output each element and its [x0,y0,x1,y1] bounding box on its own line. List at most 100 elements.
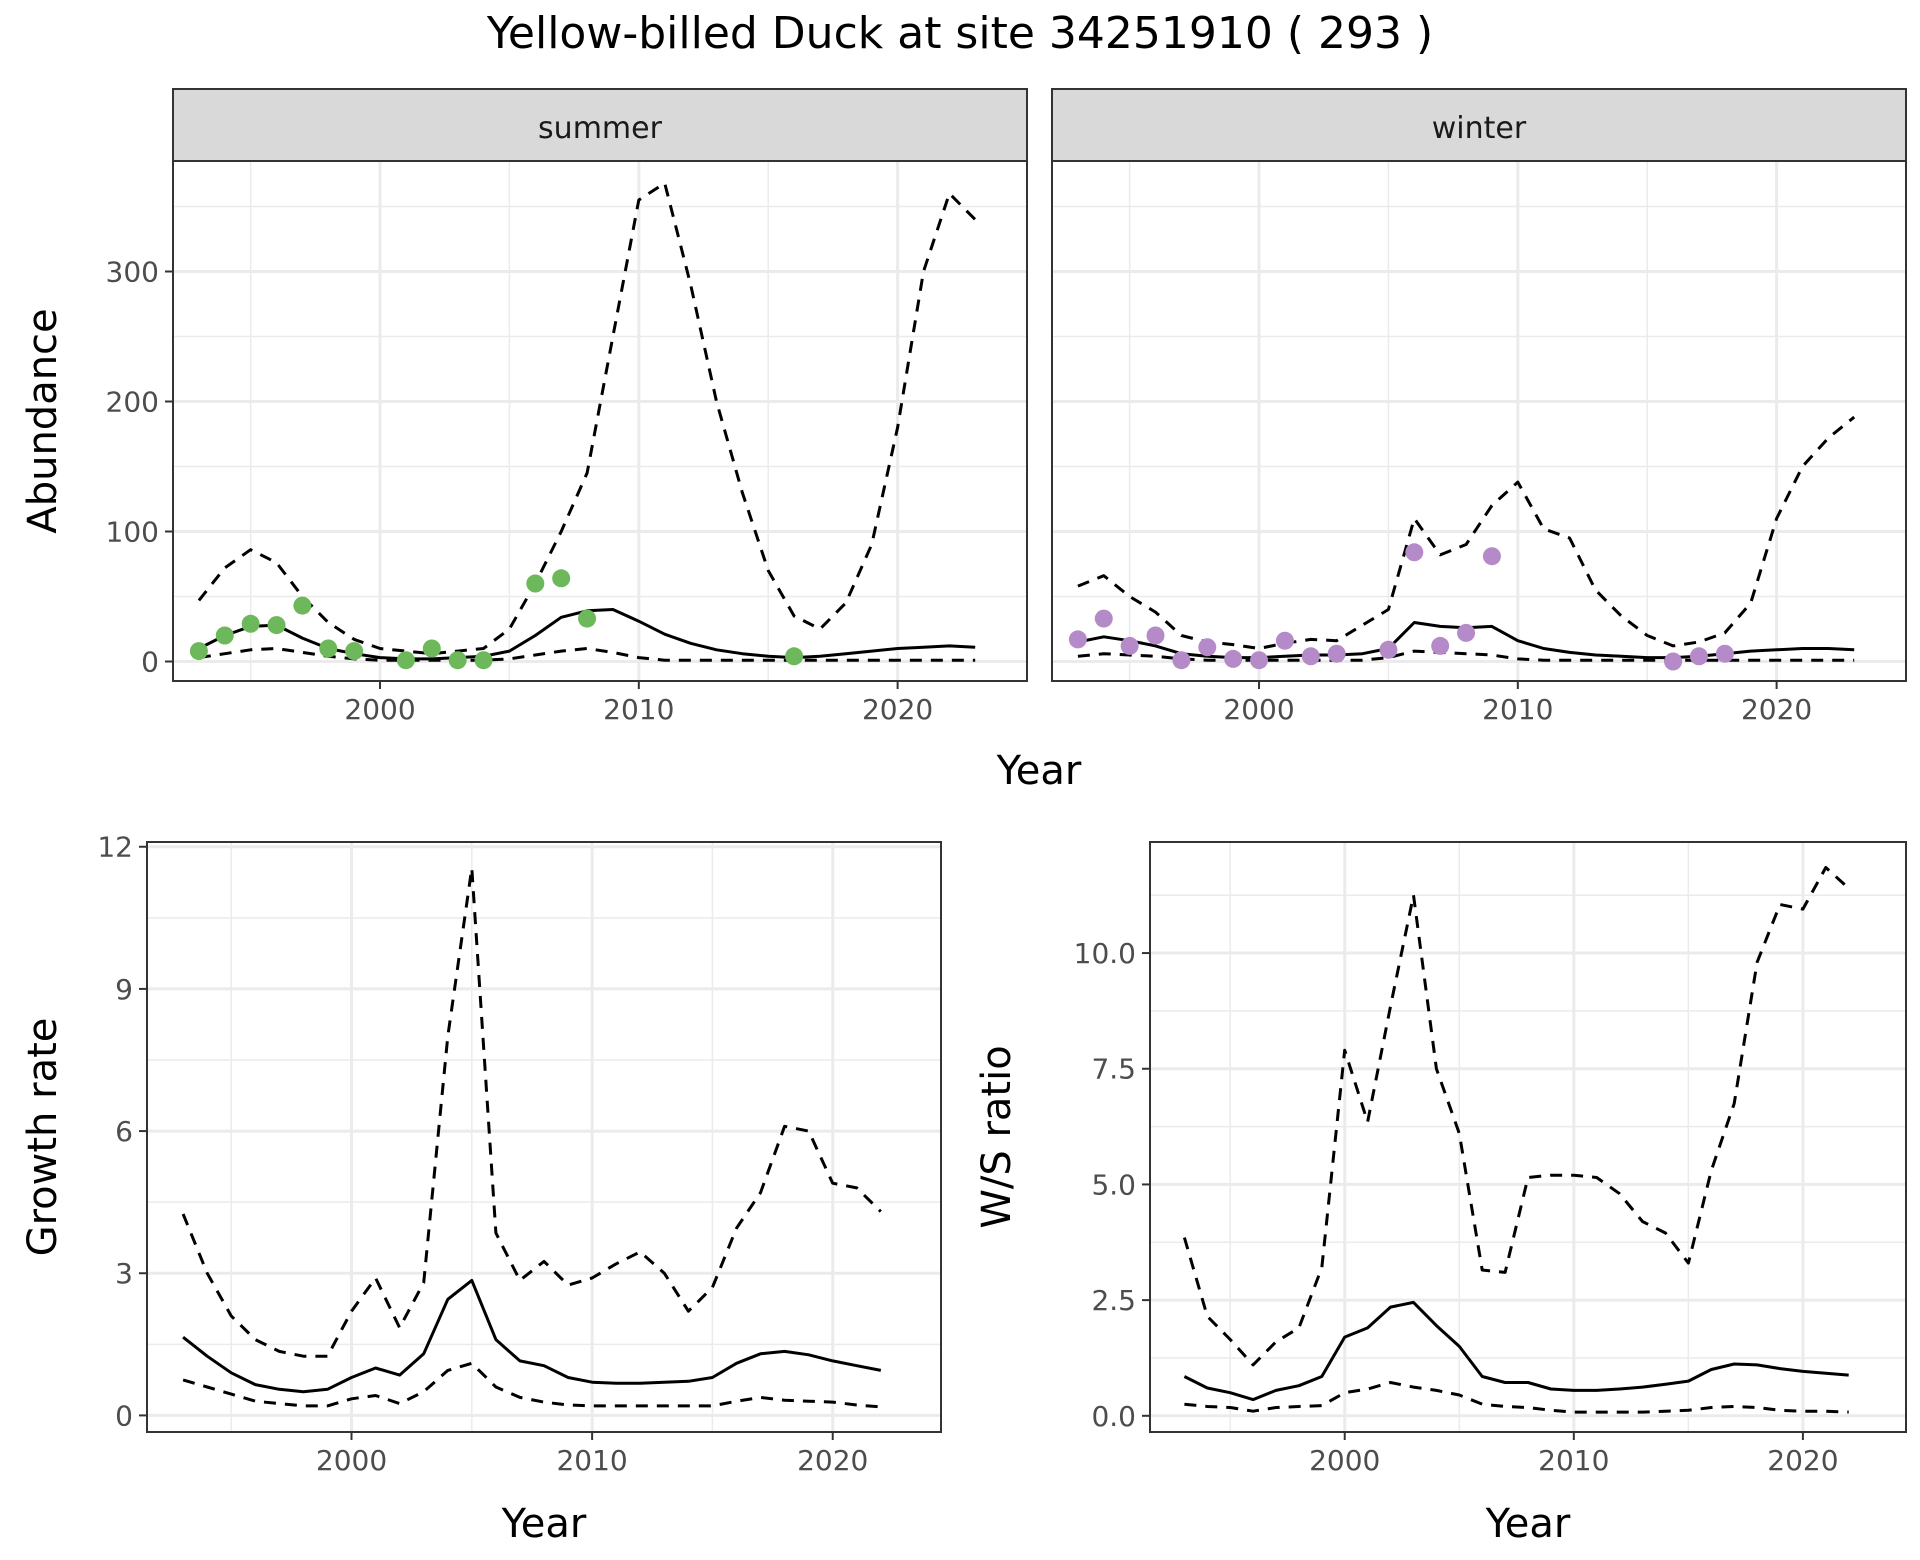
y-tick-label: 200 [106,386,159,419]
summer-gridlines [173,161,1028,681]
abundance-x-axis-label: Year [996,748,1082,794]
y-tick-label: 12 [97,831,133,864]
winter-observed-point [1275,631,1294,650]
summer-observed-point [448,651,467,670]
growth-panel-border [146,841,942,1433]
x-tick-label: 2020 [1741,693,1812,726]
summer-observed-point [396,651,415,670]
winter-panel-border [1051,160,1907,682]
x-tick-label: 2020 [862,693,933,726]
summer-observed-point [215,626,234,645]
growth-upper-bound-line [181,866,882,1358]
winter-observed-point [1689,647,1708,666]
ws-panel-border [1149,841,1907,1433]
winter-observed-point [1457,623,1476,642]
ws-x-ticks: 2000 2010 2020 [1309,1432,1839,1477]
winter-observed-point [1327,644,1346,663]
growth-x-axis-label: Year [501,1501,587,1547]
ws-lower-bound-line [1184,1381,1849,1414]
summer-facet-label: summer [538,111,663,146]
growth-plot-background [147,842,941,1432]
ws-y-ticks: 0.0 2.5 5.0 7.5 10.0 [1074,937,1150,1433]
summer-plot-background [173,161,1027,681]
y-tick-label: 9 [115,973,133,1006]
y-tick-label: 7.5 [1091,1053,1136,1086]
y-tick-label: 0.0 [1091,1400,1136,1433]
growth-x-ticks: 2000 2010 2020 [316,1432,868,1477]
x-tick-label: 2020 [1767,1444,1838,1477]
x-tick-label: 2000 [344,693,415,726]
summer-panel-border [172,160,1028,682]
winter-observed-point [1224,649,1243,668]
winter-observed-point [1431,636,1450,655]
winter-abundance-panel: winter 2000 2010 2020 [1051,88,1907,726]
summer-observed-point [552,569,571,588]
winter-points [1068,543,1734,671]
growth-y-axis-label: Growth rate [20,1018,66,1257]
x-tick-label: 2010 [603,693,674,726]
growth-mean-line [182,1278,882,1394]
summer-observed-point [319,639,338,658]
ws-y-axis-label: W/S ratio [974,1045,1020,1228]
winter-observed-point [1146,626,1165,645]
summer-observed-point [293,596,312,615]
winter-observed-point [1715,644,1734,663]
growth-gridlines [147,842,941,1432]
winter-x-ticks: 2000 2010 2020 [1223,681,1812,726]
summer-points [189,569,804,670]
summer-observed-point [189,642,208,661]
y-tick-label: 5.0 [1091,1168,1136,1201]
summer-observed-point [345,642,364,661]
ws-ratio-panel: 2000 2010 2020 0.02.55.07.510.0 W/S ratio … [974,841,1907,1547]
summer-y-ticks: 0 100 200 300 [106,256,173,679]
y-tick-label: 100 [106,516,159,549]
winter-observed-point [1664,652,1683,671]
winter-plot-background [1052,161,1906,681]
winter-observed-point [1172,651,1191,670]
ws-upper-bound-line [1182,866,1850,1367]
growth-y-ticks: 0 3 6 9 12 [97,831,147,1432]
summer-observed-point [785,647,804,666]
growth-series [181,866,882,1409]
y-tick-label: 3 [115,1257,133,1290]
y-tick-label: 10.0 [1074,937,1136,970]
abundance-y-axis-label: Abundance [20,308,66,533]
summer-observed-point [526,574,545,593]
summer-upper-bound-line [197,181,977,656]
y-tick-label: 2.5 [1091,1284,1136,1317]
winter-observed-point [1405,543,1424,562]
winter-observed-point [1301,647,1320,666]
summer-observed-point [267,616,286,635]
figure-title: Yellow-billed Duck at site 34251910 ( 29… [486,8,1434,59]
x-tick-label: 2010 [1538,1444,1609,1477]
y-tick-label: 0 [115,1399,133,1432]
winter-observed-point [1120,636,1139,655]
summer-observed-point [422,639,441,658]
x-tick-label: 2020 [797,1444,868,1477]
winter-observed-point [1482,547,1501,566]
summer-facet-strip [172,88,1028,162]
x-tick-label: 2000 [316,1444,387,1477]
winter-gridlines [1052,161,1907,681]
x-tick-label: 2000 [1309,1444,1380,1477]
winter-observed-point [1379,640,1398,659]
y-tick-label: 300 [106,256,159,289]
summer-x-ticks: 2000 2010 2020 [344,681,933,726]
ws-plot-background [1150,842,1906,1432]
winter-observed-point [1068,630,1087,649]
summer-observed-point [578,609,597,628]
ws-gridlines [1150,842,1906,1432]
x-tick-label: 2010 [556,1444,627,1477]
winter-observed-point [1198,638,1217,657]
summer-observed-point [241,614,260,633]
ws-series [1182,866,1850,1414]
winter-lower-bound-line [1077,649,1855,662]
winter-observed-point [1250,651,1269,670]
growth-rate-panel: 2000 2010 2020 0 3 6 9 12 Growth rate Year [20,831,942,1547]
summer-observed-point [474,651,493,670]
x-tick-label: 2000 [1223,693,1294,726]
ws-mean-line [1183,1300,1849,1402]
x-tick-label: 2010 [1482,693,1553,726]
growth-lower-bound-line [182,1361,881,1409]
